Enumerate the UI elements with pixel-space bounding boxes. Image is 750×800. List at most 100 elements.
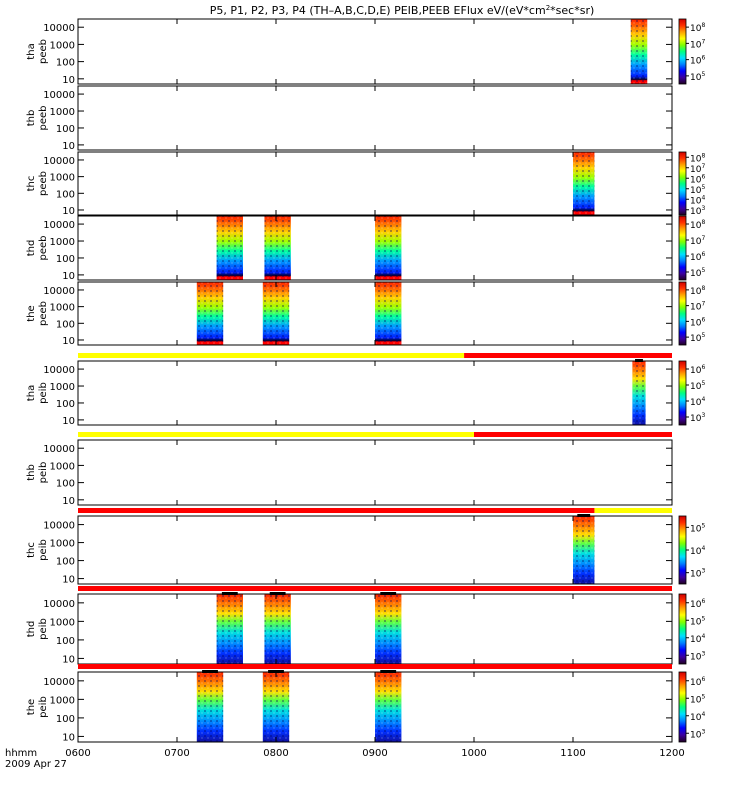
panel-probe-label: thd <box>26 240 37 257</box>
colorbar <box>678 215 687 281</box>
colorbar-tick-label: 106 <box>690 316 705 328</box>
colorbar <box>678 515 687 585</box>
panel-the-peib: 10 100 1000 10000 the peib 103 104 105 106 0600 070… <box>26 664 705 759</box>
spectrogram-texture <box>630 19 648 84</box>
y-tick-label: 100 <box>56 714 75 725</box>
spectrogram-texture <box>264 216 291 280</box>
mode-bar-segment <box>78 353 465 358</box>
y-tick-label: 1000 <box>50 303 75 314</box>
y-tick-label: 10 <box>62 416 75 427</box>
x-axis-label: hhmm <box>5 748 37 759</box>
colorbar-tick-label: 105 <box>690 522 705 534</box>
mode-bar-segment <box>78 432 474 437</box>
mode-bar-segment <box>78 664 672 669</box>
colorbar-tick-label: 103 <box>690 568 705 580</box>
y-tick-label: 10 <box>62 732 75 743</box>
mode-bar-segment <box>78 586 672 591</box>
colorbar-tick-label: 106 <box>690 173 705 185</box>
spectrogram-texture <box>262 282 290 345</box>
colorbar <box>678 671 687 743</box>
y-tick-label: 100 <box>56 636 75 647</box>
y-tick-label: 10000 <box>43 521 75 532</box>
panel-probe-label: thb <box>26 464 37 481</box>
colorbar-tick-label: 108 <box>690 22 705 34</box>
panel-probe-label: the <box>26 699 37 715</box>
colorbar <box>678 151 687 216</box>
colorbar-tick-label: 104 <box>690 396 705 408</box>
spectrogram-texture <box>196 672 224 742</box>
mode-bar-segment <box>464 353 672 358</box>
date-label: 2009 Apr 27 <box>5 759 67 770</box>
colorbar-tick-label: 108 <box>690 152 705 164</box>
colorbar-tick-label: 103 <box>690 412 705 424</box>
panel-probe-label: the <box>26 305 37 321</box>
x-tick-label: 0800 <box>263 748 288 759</box>
spectrogram-texture <box>216 216 243 280</box>
y-tick-label: 100 <box>56 189 75 200</box>
y-tick-label: 100 <box>56 399 75 410</box>
panel-thd-peib: 10 100 1000 10000 thd peib 103 104 105 106 <box>26 586 705 665</box>
spectrogram-texture <box>375 216 402 280</box>
colorbar-tick-label: 108 <box>690 219 705 231</box>
panel-product-label: peib <box>38 696 49 718</box>
y-tick-label: 10 <box>62 336 75 347</box>
y-tick-label: 10000 <box>43 286 75 297</box>
panel-tha-peib: 10 100 1000 10000 tha peib 103 104 105 106 <box>26 353 705 427</box>
y-tick-label: 10 <box>62 575 75 586</box>
spectrogram-texture <box>262 672 290 742</box>
y-tick-label: 10000 <box>43 90 75 101</box>
colorbar-tick-label: 105 <box>690 71 705 83</box>
panel-probe-label: thc <box>26 176 37 192</box>
y-tick-label: 10 <box>62 654 75 665</box>
spectrogram-texture <box>573 152 595 215</box>
panel-probe-label: tha <box>26 385 37 401</box>
colorbar <box>678 281 687 346</box>
y-tick-label: 100 <box>56 557 75 568</box>
x-tick-label: 1000 <box>461 748 486 759</box>
colorbar-tick-label: 106 <box>690 676 705 688</box>
colorbar-tick-label: 105 <box>690 380 705 392</box>
colorbar-tick-label: 106 <box>690 364 705 376</box>
colorbar-tick-label: 104 <box>690 711 705 723</box>
mode-bar-segment <box>594 508 672 513</box>
y-tick-label: 10 <box>62 75 75 86</box>
panel-thb-peeb: 10 100 1000 10000 thb peeb <box>26 85 673 152</box>
y-tick-label: 100 <box>56 319 75 330</box>
colorbar-tick-label: 107 <box>690 38 705 50</box>
chart-title: P5, P1, P2, P3, P4 (TH–A,B,C,D,E) PEIB,P… <box>210 4 595 17</box>
panel-product-label: peeb <box>38 301 49 326</box>
spectrogram-texture <box>216 594 243 664</box>
panel-thc-peib: 10 100 1000 10000 thc peib 103 104 105 <box>26 508 705 586</box>
y-tick-label: 10000 <box>43 156 75 167</box>
spectrogram-texture <box>264 594 291 664</box>
colorbar <box>678 360 687 426</box>
y-tick-label: 1000 <box>50 695 75 706</box>
plot-frame <box>77 85 673 151</box>
panel-product-label: peeb <box>38 39 49 64</box>
panel-thb-peib: 10 100 1000 10000 thb peib <box>26 432 673 507</box>
colorbar-tick-label: 107 <box>690 163 705 175</box>
spectrogram-texture <box>632 361 646 425</box>
y-tick-label: 100 <box>56 254 75 265</box>
colorbar-tick-label: 107 <box>690 301 705 313</box>
y-tick-label: 1000 <box>50 539 75 550</box>
colorbar-tick-label: 103 <box>690 650 705 662</box>
colorbar-tick-label: 105 <box>690 332 705 344</box>
x-tick-label: 1100 <box>560 748 585 759</box>
colorbar-tick-label: 104 <box>690 545 705 557</box>
panel-product-label: peeb <box>38 106 49 131</box>
colorbar <box>678 593 687 665</box>
y-tick-label: 10000 <box>43 23 75 34</box>
y-tick-label: 10 <box>62 496 75 507</box>
x-tick-label: 0600 <box>65 748 90 759</box>
panel-product-label: peeb <box>38 236 49 261</box>
y-tick-label: 1000 <box>50 382 75 393</box>
x-tick-label: 1200 <box>659 748 684 759</box>
plot-frame <box>77 18 673 85</box>
y-tick-label: 10 <box>62 206 75 217</box>
panel-the-peeb: 10 100 1000 10000 the peeb 105 106 107 108 <box>26 281 705 347</box>
colorbar-tick-label: 107 <box>690 235 705 247</box>
y-tick-label: 10000 <box>43 365 75 376</box>
